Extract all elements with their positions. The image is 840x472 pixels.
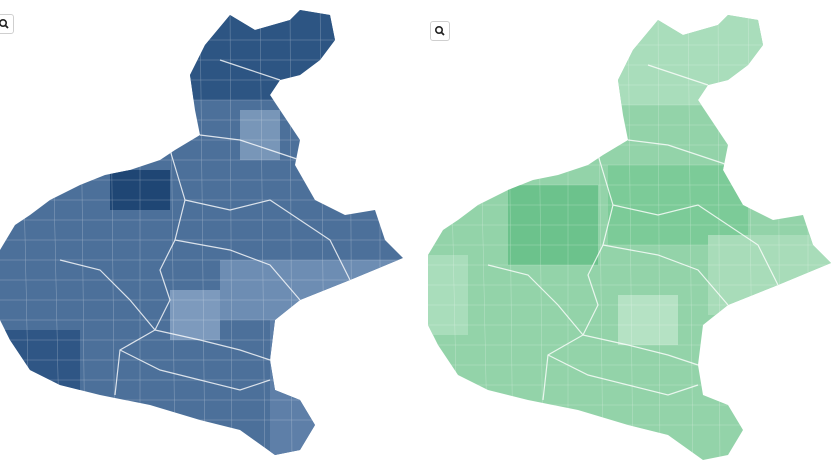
magnifier-icon [0, 19, 9, 29]
magnifier-icon [435, 26, 445, 36]
zoom-button[interactable] [0, 14, 14, 34]
right-map [428, 15, 831, 460]
zoom-button[interactable] [430, 21, 450, 41]
left-map [0, 10, 403, 455]
